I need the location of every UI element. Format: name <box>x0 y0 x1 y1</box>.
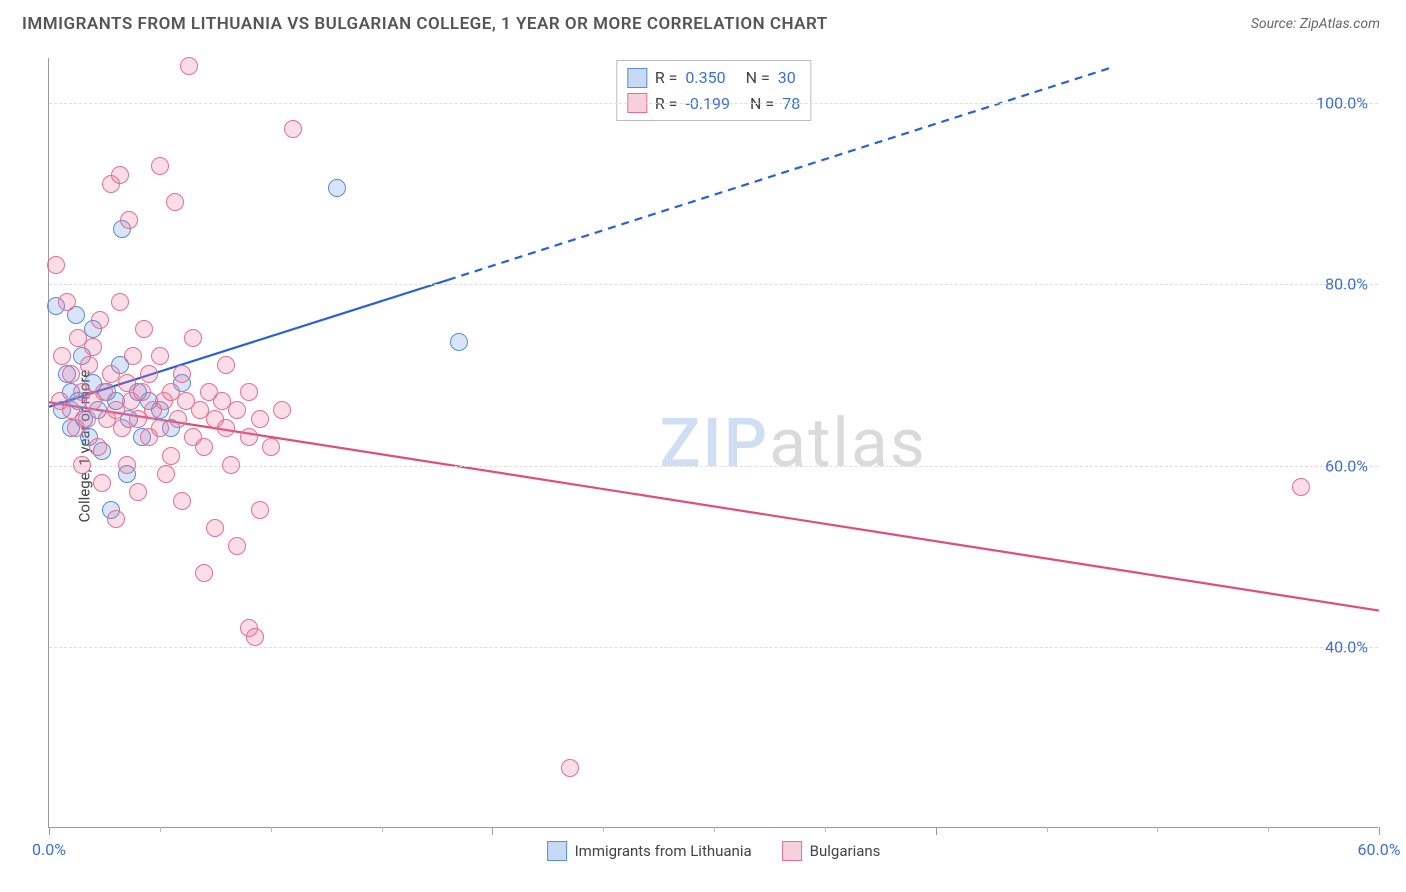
legend-n-label: N = <box>746 65 770 91</box>
scatter-point-bulgarians <box>262 438 280 456</box>
legend-label: Bulgarians <box>810 842 881 860</box>
x-tick-label: 0.0% <box>32 840 66 859</box>
scatter-point-bulgarians <box>195 564 213 582</box>
scatter-point-bulgarians <box>118 456 136 474</box>
x-tick-label: 60.0% <box>1358 840 1401 859</box>
scatter-point-bulgarians <box>246 628 264 646</box>
scatter-point-bulgarians <box>151 347 169 365</box>
scatter-point-bulgarians <box>240 383 258 401</box>
y-tick-label: 80.0% <box>1325 275 1368 294</box>
scatter-point-bulgarians <box>206 519 224 537</box>
legend-r-label: R = <box>655 65 678 91</box>
watermark: ZIPatlas <box>659 403 927 483</box>
scatter-point-bulgarians <box>95 383 113 401</box>
scatter-point-bulgarians <box>151 419 169 437</box>
scatter-point-bulgarians <box>222 456 240 474</box>
plot-area: ZIPatlas R = 0.350 N = 30 R = -0.199 N =… <box>48 58 1378 828</box>
scatter-point-lithuania <box>328 179 346 197</box>
gridline-h <box>49 103 1378 104</box>
series-legend: Immigrants from Lithuania Bulgarians <box>547 841 881 861</box>
scatter-point-bulgarians <box>111 293 129 311</box>
scatter-point-bulgarians <box>133 383 151 401</box>
scatter-point-bulgarians <box>120 211 138 229</box>
x-tick-minor <box>1047 827 1048 832</box>
scatter-point-bulgarians <box>107 510 125 528</box>
scatter-point-bulgarians <box>80 356 98 374</box>
scatter-point-bulgarians <box>84 338 102 356</box>
gridline-h <box>49 647 1378 648</box>
x-tick-minor <box>714 827 715 832</box>
legend-swatch-lithuania <box>627 68 647 88</box>
y-tick-label: 60.0% <box>1325 456 1368 475</box>
scatter-point-bulgarians <box>166 193 184 211</box>
scatter-point-bulgarians <box>251 501 269 519</box>
scatter-point-bulgarians <box>273 401 291 419</box>
scatter-point-bulgarians <box>162 447 180 465</box>
scatter-point-lithuania <box>450 333 468 351</box>
x-tick-major <box>1379 827 1380 835</box>
scatter-point-bulgarians <box>561 759 579 777</box>
correlation-legend: R = 0.350 N = 30 R = -0.199 N = 78 <box>616 60 811 121</box>
scatter-point-bulgarians <box>53 347 71 365</box>
x-tick-minor <box>382 827 383 832</box>
watermark-atlas: atlas <box>769 403 927 483</box>
y-tick-label: 40.0% <box>1325 637 1368 656</box>
legend-swatch <box>547 841 567 861</box>
scatter-point-bulgarians <box>180 57 198 75</box>
x-tick-minor <box>825 827 826 832</box>
x-tick-minor <box>1268 827 1269 832</box>
scatter-point-bulgarians <box>135 320 153 338</box>
scatter-point-bulgarians <box>129 483 147 501</box>
watermark-zip: ZIP <box>659 403 769 483</box>
scatter-point-bulgarians <box>173 365 191 383</box>
x-tick-major <box>936 827 937 835</box>
scatter-point-bulgarians <box>251 410 269 428</box>
x-tick-major <box>492 827 493 835</box>
chart-title: IMMIGRANTS FROM LITHUANIA VS BULGARIAN C… <box>22 14 828 34</box>
legend-swatch <box>782 841 802 861</box>
scatter-point-bulgarians <box>93 474 111 492</box>
scatter-point-bulgarians <box>240 428 258 446</box>
scatter-point-bulgarians <box>124 347 142 365</box>
scatter-point-bulgarians <box>157 465 175 483</box>
scatter-point-bulgarians <box>173 492 191 510</box>
scatter-point-bulgarians <box>228 401 246 419</box>
scatter-point-bulgarians <box>169 410 187 428</box>
x-tick-minor <box>1157 827 1158 832</box>
legend-r-value-lithuania: 0.350 <box>685 65 725 91</box>
scatter-point-bulgarians <box>184 329 202 347</box>
x-tick-minor <box>271 827 272 832</box>
scatter-point-bulgarians <box>1292 478 1310 496</box>
scatter-point-bulgarians <box>78 410 96 428</box>
legend-label: Immigrants from Lithuania <box>575 842 752 860</box>
source-attribution: Source: ZipAtlas.com <box>1251 16 1380 32</box>
scatter-point-bulgarians <box>228 537 246 555</box>
legend-item: Bulgarians <box>782 841 881 861</box>
scatter-point-bulgarians <box>91 311 109 329</box>
legend-row-lithuania: R = 0.350 N = 30 <box>627 65 800 91</box>
gridline-h <box>49 284 1378 285</box>
scatter-point-bulgarians <box>47 256 65 274</box>
x-tick-minor <box>160 827 161 832</box>
x-tick-major <box>49 827 50 835</box>
scatter-point-bulgarians <box>111 166 129 184</box>
x-tick-minor <box>603 827 604 832</box>
scatter-point-bulgarians <box>62 365 80 383</box>
scatter-point-bulgarians <box>217 419 235 437</box>
gridline-h <box>49 466 1378 467</box>
scatter-point-bulgarians <box>195 438 213 456</box>
scatter-point-bulgarians <box>151 157 169 175</box>
legend-n-value-lithuania: 30 <box>778 65 796 91</box>
legend-item: Immigrants from Lithuania <box>547 841 752 861</box>
scatter-point-bulgarians <box>89 438 107 456</box>
scatter-point-bulgarians <box>217 356 235 374</box>
y-tick-label: 100.0% <box>1316 94 1368 113</box>
scatter-point-bulgarians <box>140 365 158 383</box>
scatter-point-bulgarians <box>73 456 91 474</box>
scatter-point-bulgarians <box>58 293 76 311</box>
scatter-point-bulgarians <box>284 120 302 138</box>
